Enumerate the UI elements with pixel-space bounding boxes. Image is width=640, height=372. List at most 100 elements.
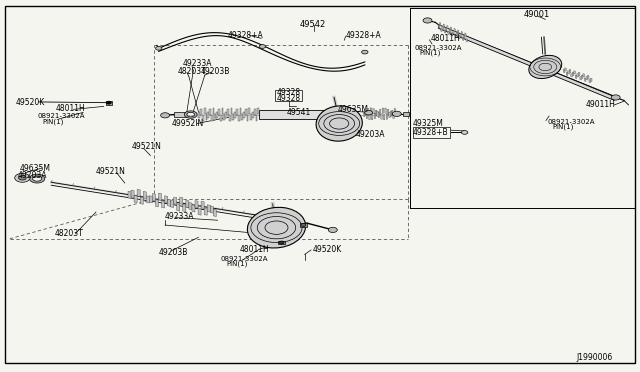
Polygon shape bbox=[572, 72, 574, 76]
Text: PIN(1): PIN(1) bbox=[42, 118, 63, 125]
Polygon shape bbox=[564, 68, 566, 71]
Polygon shape bbox=[236, 109, 237, 115]
Text: 49521N: 49521N bbox=[131, 142, 161, 151]
Text: 08921-3302A: 08921-3302A bbox=[547, 119, 595, 125]
Polygon shape bbox=[183, 204, 186, 212]
Text: 49328: 49328 bbox=[277, 88, 301, 97]
Polygon shape bbox=[137, 189, 140, 196]
Polygon shape bbox=[453, 31, 454, 34]
Bar bbox=[106, 101, 112, 105]
Polygon shape bbox=[204, 208, 207, 215]
Polygon shape bbox=[211, 115, 212, 121]
Polygon shape bbox=[257, 108, 259, 114]
Polygon shape bbox=[460, 33, 461, 37]
Polygon shape bbox=[223, 114, 225, 120]
Bar bbox=[278, 241, 285, 244]
Polygon shape bbox=[447, 25, 448, 29]
Polygon shape bbox=[195, 201, 198, 208]
Text: 49635M: 49635M bbox=[19, 164, 50, 173]
Text: 48011H: 48011H bbox=[431, 34, 460, 43]
Circle shape bbox=[365, 110, 372, 115]
Text: PIN(1): PIN(1) bbox=[420, 49, 441, 56]
Text: 49233A: 49233A bbox=[165, 212, 195, 221]
Polygon shape bbox=[220, 115, 221, 121]
Text: 49520K: 49520K bbox=[312, 245, 342, 254]
Polygon shape bbox=[152, 193, 156, 201]
Polygon shape bbox=[201, 201, 204, 208]
Polygon shape bbox=[248, 108, 250, 114]
Circle shape bbox=[301, 224, 306, 227]
Text: 08921-3302A: 08921-3302A bbox=[37, 113, 84, 119]
Polygon shape bbox=[156, 200, 159, 207]
Polygon shape bbox=[566, 72, 568, 76]
Polygon shape bbox=[245, 109, 246, 115]
Polygon shape bbox=[374, 113, 376, 118]
Text: 49011H: 49011H bbox=[586, 100, 616, 109]
Text: 49541: 49541 bbox=[287, 108, 311, 117]
Polygon shape bbox=[591, 78, 592, 81]
Polygon shape bbox=[209, 109, 211, 115]
Polygon shape bbox=[444, 30, 445, 33]
Polygon shape bbox=[241, 114, 243, 120]
Text: J1990006: J1990006 bbox=[576, 353, 612, 362]
Text: 48011H: 48011H bbox=[56, 104, 85, 113]
Text: 49203A: 49203A bbox=[18, 171, 47, 180]
Polygon shape bbox=[392, 110, 393, 115]
Polygon shape bbox=[442, 26, 443, 29]
Circle shape bbox=[461, 131, 468, 134]
Polygon shape bbox=[452, 33, 453, 36]
Polygon shape bbox=[438, 25, 440, 28]
Bar bbox=[174, 112, 186, 117]
Text: PIN(1): PIN(1) bbox=[552, 124, 573, 131]
Text: 08921-3302A: 08921-3302A bbox=[221, 256, 268, 262]
Polygon shape bbox=[390, 111, 392, 116]
Polygon shape bbox=[364, 111, 365, 116]
Polygon shape bbox=[225, 112, 227, 118]
Polygon shape bbox=[465, 33, 466, 36]
Polygon shape bbox=[583, 74, 584, 77]
Polygon shape bbox=[579, 72, 580, 76]
Text: 49203B: 49203B bbox=[200, 67, 230, 76]
Polygon shape bbox=[173, 197, 177, 204]
Polygon shape bbox=[461, 31, 463, 35]
Circle shape bbox=[423, 18, 432, 23]
Polygon shape bbox=[455, 34, 456, 38]
Polygon shape bbox=[440, 22, 441, 26]
Polygon shape bbox=[246, 115, 248, 121]
Polygon shape bbox=[569, 69, 571, 73]
Polygon shape bbox=[168, 199, 171, 206]
Polygon shape bbox=[177, 204, 180, 211]
Polygon shape bbox=[131, 190, 134, 197]
Polygon shape bbox=[377, 111, 378, 116]
Polygon shape bbox=[149, 196, 152, 203]
Polygon shape bbox=[380, 109, 381, 115]
Bar bbox=[410, 8, 635, 208]
Polygon shape bbox=[234, 112, 236, 118]
Polygon shape bbox=[459, 36, 460, 39]
Polygon shape bbox=[218, 109, 220, 115]
Polygon shape bbox=[369, 115, 370, 120]
Polygon shape bbox=[586, 77, 588, 80]
Polygon shape bbox=[381, 114, 382, 119]
Polygon shape bbox=[581, 75, 583, 78]
Polygon shape bbox=[441, 28, 442, 32]
Polygon shape bbox=[221, 108, 223, 114]
Polygon shape bbox=[588, 75, 589, 78]
Polygon shape bbox=[250, 114, 252, 120]
Polygon shape bbox=[143, 192, 147, 199]
Circle shape bbox=[362, 50, 368, 54]
Text: 49542: 49542 bbox=[300, 20, 326, 29]
Bar bbox=[300, 223, 307, 227]
Polygon shape bbox=[449, 29, 451, 32]
Polygon shape bbox=[243, 112, 245, 118]
Circle shape bbox=[156, 46, 162, 50]
Polygon shape bbox=[161, 201, 164, 208]
Polygon shape bbox=[463, 35, 465, 38]
Text: 49325M: 49325M bbox=[413, 119, 444, 128]
Polygon shape bbox=[367, 109, 369, 114]
Bar bbox=[259, 110, 342, 119]
Polygon shape bbox=[147, 196, 149, 203]
Polygon shape bbox=[443, 24, 444, 28]
Polygon shape bbox=[227, 109, 229, 115]
Circle shape bbox=[15, 173, 30, 182]
